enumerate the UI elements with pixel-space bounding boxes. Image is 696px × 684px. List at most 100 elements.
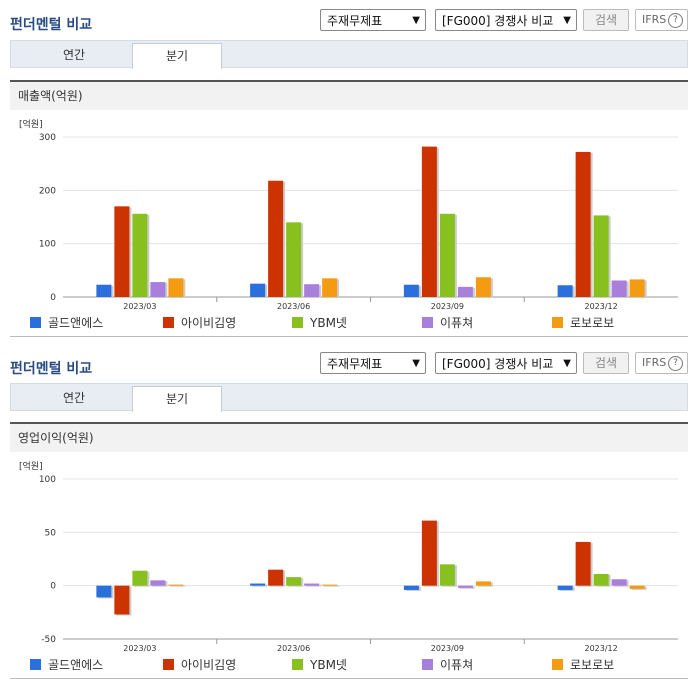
x-tick-label: 2023/12 — [585, 302, 618, 311]
x-tick-label: 2023/06 — [277, 302, 310, 311]
legend-label: 이퓨쳐 — [440, 316, 474, 330]
operating-profit-bar-chart: [억원] -50 0 50 100 2023/03 2023/06 2023/09 2023/1… — [19, 460, 678, 653]
legend-label: YBM넷 — [310, 658, 347, 672]
statement-select-value: 주재무제표 — [327, 357, 383, 371]
x-tick-label: 2023/09 — [431, 644, 464, 653]
compare-select[interactable]: [FG000] 경쟁사 비교 ▼ — [435, 352, 577, 374]
bar — [457, 286, 473, 297]
bar — [322, 278, 338, 297]
bar — [475, 277, 491, 297]
legend-item[interactable]: 골드앤에스 — [30, 314, 103, 331]
chevron-down-icon: ▼ — [412, 358, 420, 369]
bar — [96, 585, 112, 598]
legend-swatch — [30, 317, 41, 328]
statement-select[interactable]: 주재무제표 ▼ — [320, 352, 426, 374]
legend-item[interactable]: 골드앤에스 — [30, 656, 103, 673]
chevron-down-icon: ▼ — [563, 358, 571, 369]
fundamental-panel-sales: 펀더멘털 비교 주재무제표 ▼ [FG000] 경쟁사 비교 ▼ 검색 IFRS… — [10, 9, 688, 337]
chevron-down-icon: ▼ — [563, 15, 571, 26]
legend-swatch — [292, 659, 303, 670]
compare-select-value: [FG000] 경쟁사 비교 — [442, 14, 554, 28]
legend-swatch — [292, 317, 303, 328]
bar — [439, 213, 455, 297]
ifrs-help-button[interactable]: IFRS ? — [635, 9, 688, 31]
bar-shadow — [170, 585, 186, 587]
period-tabs: 연간 분기 — [10, 383, 688, 412]
statement-select-value: 주재무제표 — [327, 14, 383, 28]
bar — [611, 579, 627, 586]
divider — [10, 678, 688, 679]
x-tick-label: 2023/12 — [585, 644, 618, 653]
bar — [403, 585, 419, 590]
bar — [114, 585, 130, 615]
bar — [168, 584, 184, 586]
section-title: 매출액(억원) — [10, 80, 688, 110]
help-icon: ? — [668, 13, 683, 28]
bar — [403, 284, 419, 297]
bar — [114, 206, 130, 297]
legend-item[interactable]: 이퓨쳐 — [422, 314, 473, 331]
legend-label: 이퓨쳐 — [440, 658, 474, 672]
bar — [439, 564, 455, 586]
tab-quarterly[interactable]: 분기 — [132, 386, 222, 412]
tab-quarterly[interactable]: 분기 — [132, 43, 222, 69]
legend-item[interactable]: 로보로보 — [552, 314, 614, 331]
bar — [168, 278, 184, 297]
bar — [286, 222, 302, 297]
bar — [557, 585, 573, 590]
tab-annual[interactable]: 연간 — [62, 48, 86, 62]
x-tick-label: 2023/03 — [123, 644, 156, 653]
legend-item[interactable]: YBM넷 — [292, 314, 347, 331]
section-title: 영업이익(억원) — [10, 422, 688, 452]
ifrs-label: IFRS — [642, 13, 667, 26]
bar — [150, 282, 166, 297]
fundamental-panel-operating-profit: 펀더멘털 비교 주재무제표 ▼ [FG000] 경쟁사 비교 ▼ 검색 IFRS… — [0, 342, 696, 684]
bar — [304, 284, 320, 297]
period-tabs: 연간 분기 — [10, 40, 688, 69]
search-button[interactable]: 검색 — [583, 9, 629, 31]
bar — [421, 520, 437, 586]
legend-swatch — [30, 659, 41, 670]
bar — [322, 584, 338, 586]
bar — [304, 583, 320, 586]
legend-item[interactable]: 아이비김영 — [163, 314, 236, 331]
bar — [268, 569, 284, 586]
bar — [457, 585, 473, 588]
legend-label: 골드앤에스 — [48, 316, 104, 330]
legend-swatch — [422, 659, 433, 670]
legend-swatch — [163, 659, 174, 670]
legend-swatch — [552, 659, 563, 670]
bar — [593, 573, 609, 586]
chart-legend: 골드앤에스 아이비김영 YBM넷 이퓨쳐 로보로보 — [30, 656, 670, 672]
bar — [557, 285, 573, 297]
bar — [250, 283, 266, 297]
compare-select[interactable]: [FG000] 경쟁사 비교 ▼ — [435, 9, 577, 31]
bar — [629, 279, 645, 297]
legend-label: 아이비김영 — [181, 316, 237, 330]
bar — [575, 151, 591, 297]
tab-annual[interactable]: 연간 — [62, 391, 86, 405]
legend-swatch — [163, 317, 174, 328]
bar — [250, 583, 266, 586]
bar — [96, 284, 112, 297]
legend-label: YBM넷 — [310, 316, 347, 330]
y-tick-label: 0 — [50, 582, 56, 592]
bar — [611, 280, 627, 297]
legend-item[interactable]: YBM넷 — [292, 656, 347, 673]
help-icon: ? — [668, 356, 683, 371]
x-tick-label: 2023/03 — [123, 302, 156, 311]
bar — [475, 581, 491, 586]
y-tick-label: 100 — [39, 240, 56, 250]
y-tick-label: 0 — [50, 293, 56, 303]
legend-item[interactable]: 이퓨쳐 — [422, 656, 473, 673]
bar — [575, 541, 591, 586]
y-tick-label: 50 — [45, 528, 57, 538]
legend-item[interactable]: 아이비김영 — [163, 656, 236, 673]
bar — [268, 180, 284, 297]
search-button[interactable]: 검색 — [583, 352, 629, 374]
compare-select-value: [FG000] 경쟁사 비교 — [442, 357, 554, 371]
statement-select[interactable]: 주재무제표 ▼ — [320, 9, 426, 31]
legend-item[interactable]: 로보로보 — [552, 656, 614, 673]
bar — [132, 213, 148, 297]
ifrs-help-button[interactable]: IFRS ? — [635, 352, 688, 374]
